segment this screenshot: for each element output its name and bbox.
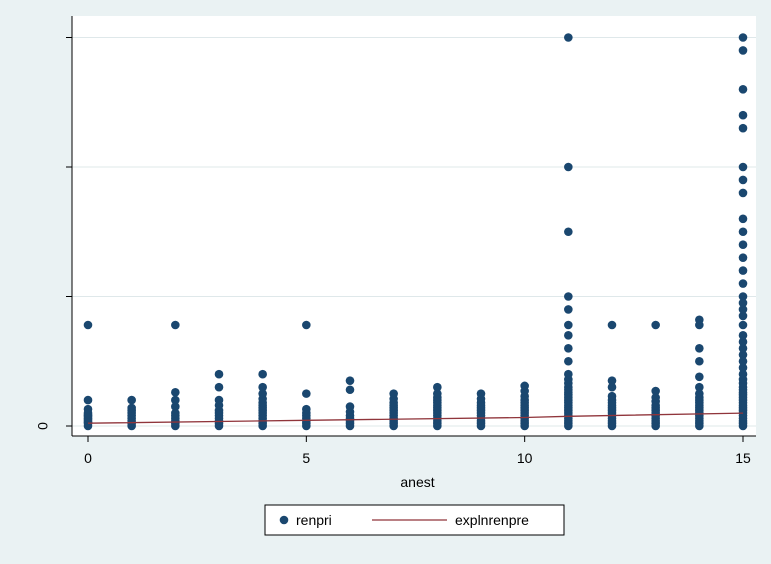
data-point <box>389 389 398 398</box>
data-point <box>302 404 311 414</box>
legend-marker-renpri <box>279 515 289 525</box>
data-point <box>171 320 180 330</box>
data-point <box>651 386 660 396</box>
x-tick-label: 5 <box>302 450 310 466</box>
data-point <box>345 385 355 395</box>
data-point <box>171 395 180 405</box>
data-point <box>738 33 748 42</box>
data-point <box>738 311 748 321</box>
data-point <box>738 110 748 120</box>
data-point <box>738 356 748 366</box>
data-point <box>520 381 529 391</box>
data-point <box>433 382 442 392</box>
data-point <box>564 292 573 301</box>
x-tick-label: 15 <box>735 450 751 466</box>
data-point <box>214 369 224 379</box>
data-point <box>695 372 704 382</box>
data-point <box>564 369 573 379</box>
data-point <box>738 188 748 198</box>
x-tick-label: 0 <box>84 450 92 466</box>
data-point <box>127 403 136 413</box>
data-point <box>651 320 660 330</box>
data-point <box>258 382 267 392</box>
data-point <box>171 402 180 411</box>
data-point <box>738 240 748 249</box>
gridlines <box>72 37 756 427</box>
data-point <box>171 408 180 418</box>
data-point <box>476 389 486 398</box>
data-point <box>738 363 748 373</box>
data-point <box>738 175 748 185</box>
data-point <box>564 356 573 366</box>
data-point <box>607 376 617 385</box>
data-point <box>564 162 573 172</box>
data-point <box>214 382 224 392</box>
data-point <box>738 337 748 347</box>
data-point <box>738 85 748 94</box>
data-point <box>607 320 617 330</box>
data-point <box>171 388 180 397</box>
data-point <box>738 123 748 133</box>
data-point <box>738 292 748 301</box>
data-point <box>258 389 267 398</box>
data-point <box>738 279 748 288</box>
data-point <box>83 320 93 330</box>
data-point <box>564 33 573 42</box>
legend: renpri explnrenpre <box>264 504 565 536</box>
plot-area <box>72 16 756 436</box>
renpri-points <box>83 33 748 431</box>
data-point <box>345 376 355 385</box>
data-point <box>564 320 573 330</box>
data-point <box>738 344 748 353</box>
data-point <box>564 305 573 314</box>
data-point <box>83 395 93 405</box>
legend-label-renpri: renpri <box>296 512 332 528</box>
data-point <box>738 320 748 330</box>
data-point <box>738 46 748 55</box>
data-point <box>127 395 136 405</box>
data-point <box>738 298 748 308</box>
data-point <box>83 404 93 414</box>
data-point <box>695 344 704 353</box>
data-point <box>433 389 442 398</box>
y-tick-label: 0 <box>35 422 51 430</box>
data-point <box>564 227 573 237</box>
x-tick-label: 10 <box>517 450 533 466</box>
data-point <box>738 227 748 237</box>
data-point <box>738 253 748 262</box>
data-point <box>738 331 748 340</box>
data-point <box>695 382 704 392</box>
data-point <box>738 162 748 172</box>
data-point <box>651 393 660 402</box>
data-point <box>258 369 267 379</box>
data-point <box>738 350 748 360</box>
data-point <box>302 320 311 330</box>
data-point <box>214 395 224 405</box>
data-point <box>738 305 748 314</box>
data-point <box>564 331 573 340</box>
data-point <box>564 344 573 353</box>
data-point <box>695 389 704 398</box>
legend-label-explnrenpre: explnrenpre <box>455 512 529 528</box>
data-point <box>695 315 704 325</box>
data-point <box>695 356 704 366</box>
data-point <box>738 266 748 275</box>
axes: 0 0 5 10 15 <box>35 16 756 466</box>
data-point <box>738 369 748 379</box>
data-point <box>607 391 617 401</box>
data-point <box>738 214 748 224</box>
explnrenpre-line-group <box>87 412 744 424</box>
x-axis-label: anest <box>400 474 434 490</box>
data-point <box>607 382 617 392</box>
explnrenpre-line <box>87 412 744 424</box>
data-point <box>345 402 355 411</box>
data-point <box>302 389 311 398</box>
